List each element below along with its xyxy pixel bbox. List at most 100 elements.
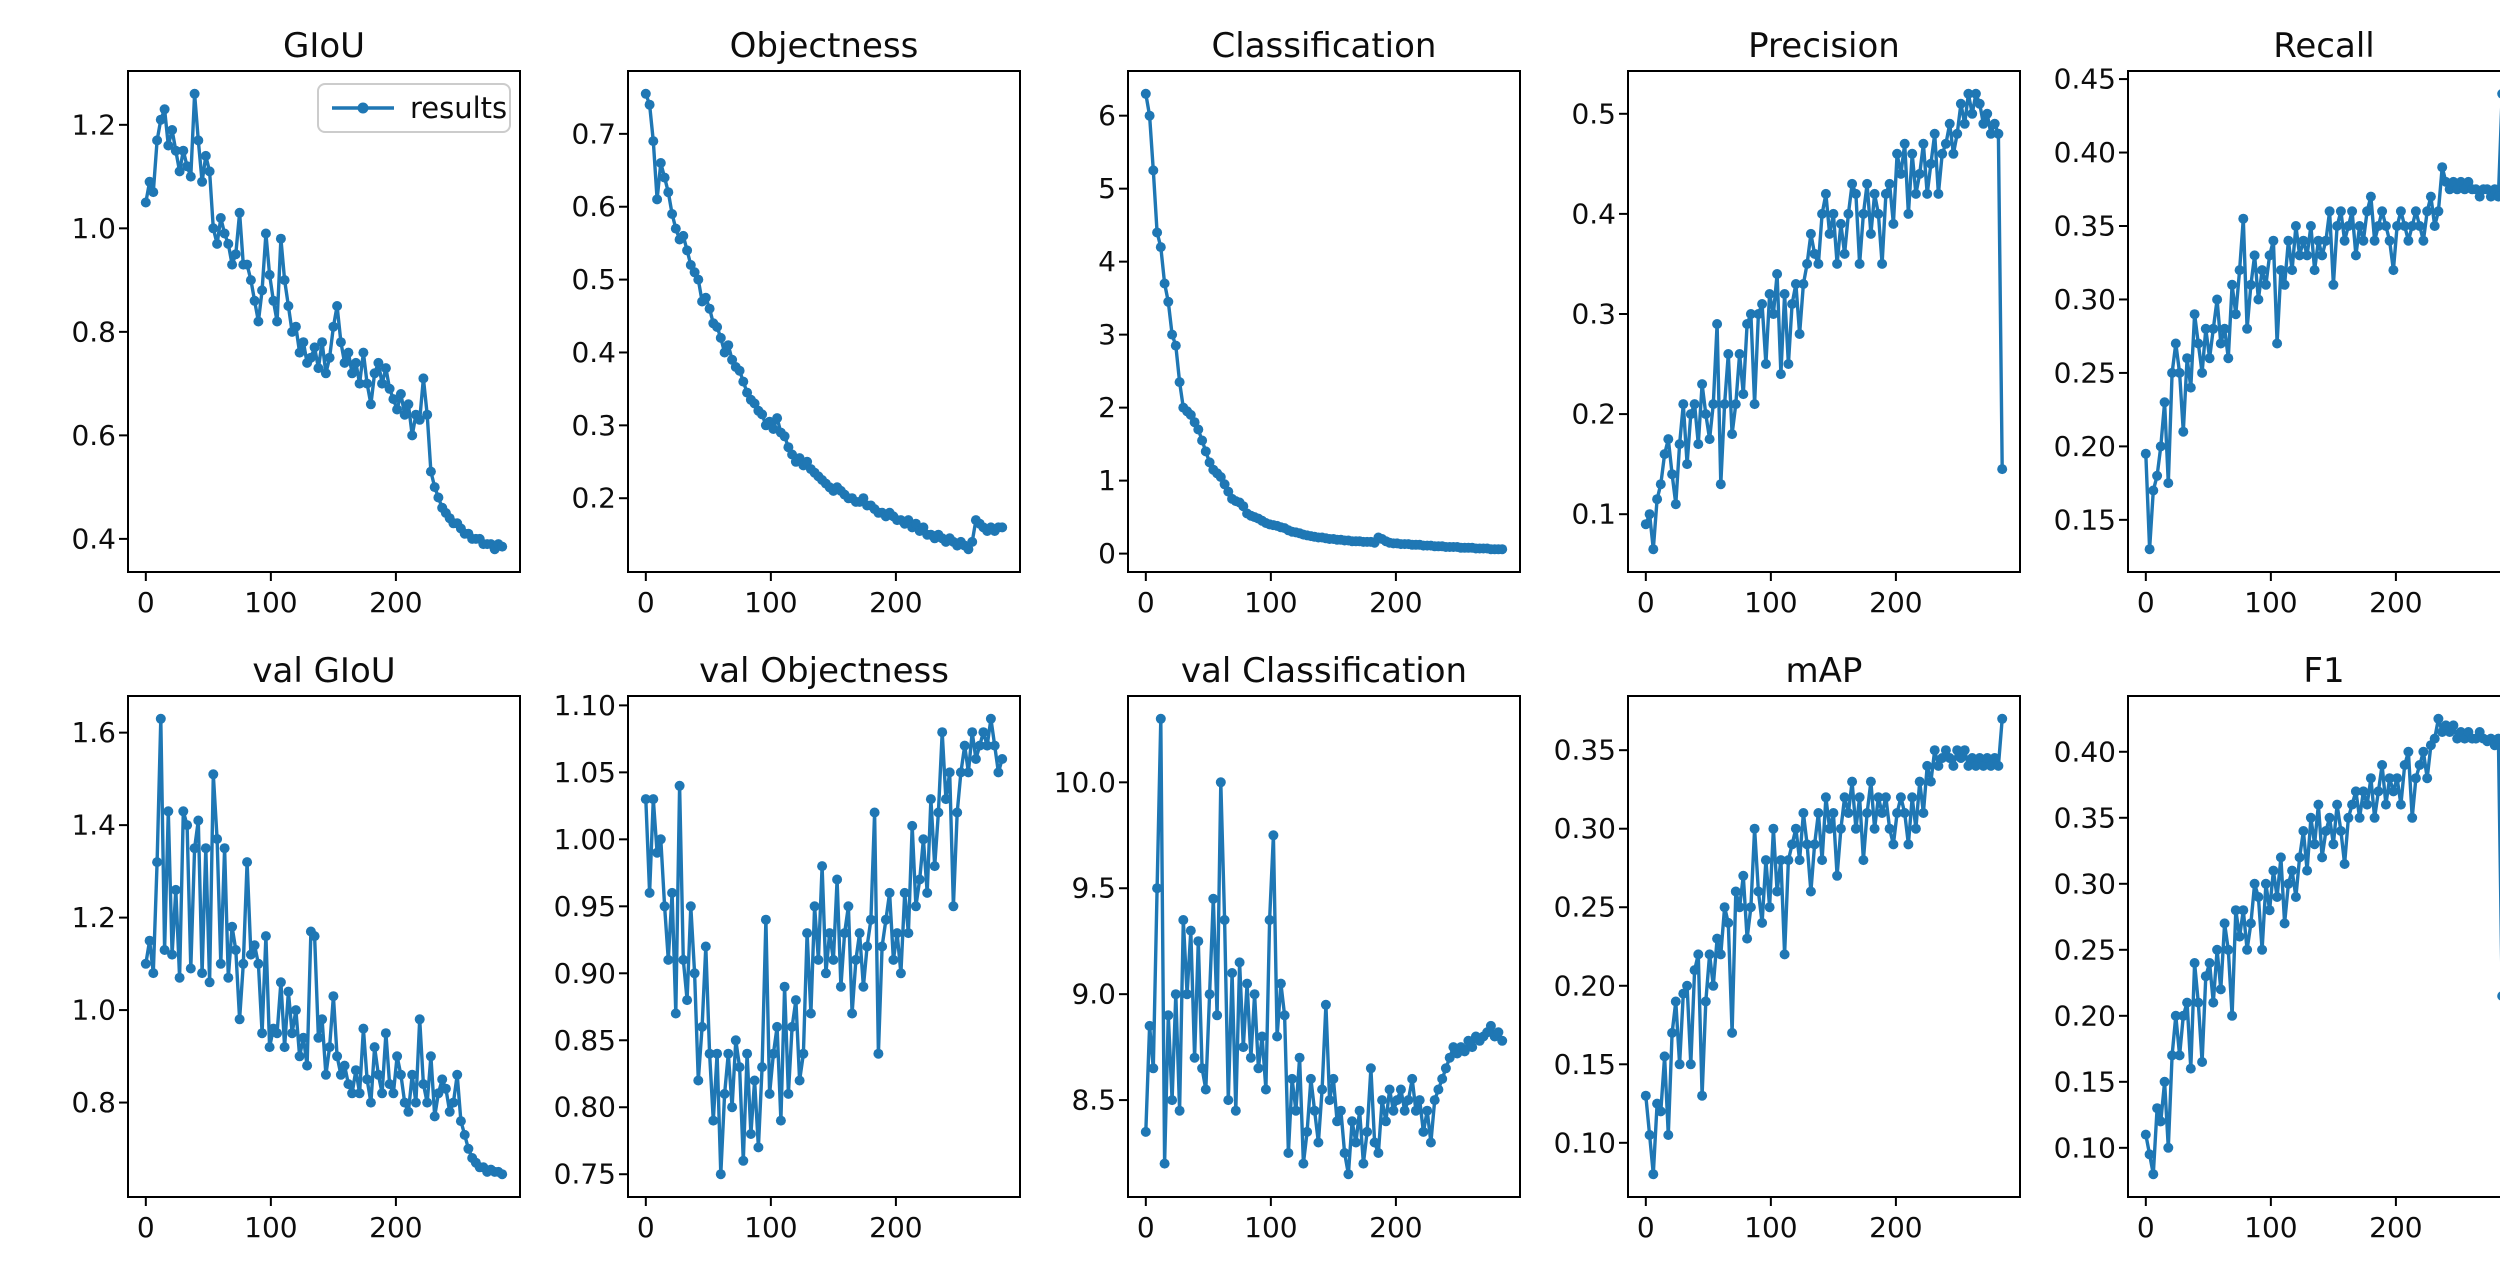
svg-text:200: 200 <box>1869 1211 1922 1244</box>
val-giou-line-chart: 0.8 1.0 1.2 1.4 1.6 0 100 200 <box>71 695 521 1244</box>
svg-text:0: 0 <box>1637 1211 1655 1244</box>
classification-line-chart: 0 1 2 3 4 5 6 0 100 200 <box>1098 70 1521 619</box>
svg-text:100: 100 <box>2244 1211 2297 1244</box>
subplot-classification: Classification 0 1 2 3 4 5 6 0 100 200 <box>1040 16 1540 641</box>
svg-text:0.1: 0.1 <box>1571 498 1616 531</box>
svg-text:100: 100 <box>244 1211 297 1244</box>
f1-line-chart: 0.10 0.15 0.20 0.25 0.30 0.35 0.40 0 100 200 <box>2054 695 2500 1244</box>
giou-line-chart: 0.4 0.6 0.8 1.0 1.2 0 100 200 results <box>71 70 521 619</box>
svg-text:2: 2 <box>1098 391 1116 424</box>
svg-text:0.8: 0.8 <box>71 315 116 348</box>
svg-text:0.5: 0.5 <box>571 263 616 296</box>
svg-text:200: 200 <box>1369 1211 1422 1244</box>
plot-title-giou: GIoU <box>282 26 366 66</box>
legend-marker-icon <box>357 102 369 114</box>
svg-text:0.30: 0.30 <box>1554 812 1616 845</box>
svg-text:0.30: 0.30 <box>2054 867 2116 900</box>
subplot-map: mAP 0.10 0.15 0.20 0.25 0.30 0.35 0 100 200 <box>1540 641 2040 1266</box>
legend-box <box>317 83 511 133</box>
val-classification-line-chart: 8.5 9.0 9.5 10.0 0 100 200 <box>1054 695 1521 1244</box>
svg-text:1.4: 1.4 <box>71 809 116 842</box>
svg-text:0.35: 0.35 <box>1554 734 1616 767</box>
legend-label: results <box>410 91 507 125</box>
svg-text:0.6: 0.6 <box>571 190 616 223</box>
svg-text:200: 200 <box>1869 586 1922 619</box>
svg-text:100: 100 <box>1744 586 1797 619</box>
plot-title-map: mAP <box>1785 651 1863 691</box>
svg-text:0.80: 0.80 <box>554 1091 616 1124</box>
svg-text:1.2: 1.2 <box>71 108 116 141</box>
plot-title-f1: F1 <box>2303 651 2345 691</box>
svg-text:0: 0 <box>137 1211 155 1244</box>
svg-text:0: 0 <box>1137 1211 1155 1244</box>
subplot-val-classification: val Classification 8.5 9.0 9.5 10.0 0 100 200 <box>1040 641 1540 1266</box>
svg-text:0.15: 0.15 <box>1554 1048 1616 1081</box>
svg-text:0.5: 0.5 <box>1571 97 1616 130</box>
svg-text:100: 100 <box>2244 586 2297 619</box>
svg-text:0.10: 0.10 <box>2054 1131 2116 1164</box>
plot-title-val-objectness: val Objectness <box>699 651 949 691</box>
svg-text:0.15: 0.15 <box>2054 1065 2116 1098</box>
objectness-line-chart: 0.2 0.3 0.4 0.5 0.6 0.7 0 100 200 <box>571 70 1021 619</box>
svg-text:0.6: 0.6 <box>71 419 116 452</box>
svg-text:0.20: 0.20 <box>1554 969 1616 1002</box>
plot-title-classification: Classification <box>1211 26 1437 66</box>
svg-text:0: 0 <box>1098 537 1116 570</box>
svg-text:0.85: 0.85 <box>554 1024 616 1057</box>
svg-text:3: 3 <box>1098 318 1116 351</box>
svg-text:0.8: 0.8 <box>71 1086 116 1119</box>
svg-text:200: 200 <box>869 1211 922 1244</box>
subplot-precision: Precision 0.1 0.2 0.3 0.4 0.5 0 100 200 <box>1540 16 2040 641</box>
svg-text:0.10: 0.10 <box>1554 1126 1616 1159</box>
map-line-chart: 0.10 0.15 0.20 0.25 0.30 0.35 0 100 200 <box>1554 695 2021 1244</box>
svg-text:200: 200 <box>369 586 422 619</box>
subplot-val-giou: val GIoU 0.8 1.0 1.2 1.4 1.6 0 100 200 <box>40 641 540 1266</box>
svg-text:200: 200 <box>2369 586 2422 619</box>
plot-title-objectness: Objectness <box>729 26 919 66</box>
plot-title-val-classification: val Classification <box>1180 651 1468 691</box>
svg-text:4: 4 <box>1098 245 1116 278</box>
svg-text:0.40: 0.40 <box>2054 136 2116 169</box>
svg-text:0.2: 0.2 <box>571 482 616 515</box>
svg-text:10.0: 10.0 <box>1054 766 1116 799</box>
svg-text:0.4: 0.4 <box>71 522 116 555</box>
svg-text:1.0: 1.0 <box>71 212 116 245</box>
subplot-objectness: Objectness 0.2 0.3 0.4 0.5 0.6 0.7 0 100 200 <box>540 16 1040 641</box>
svg-text:100: 100 <box>1744 1211 1797 1244</box>
svg-text:0: 0 <box>2137 1211 2155 1244</box>
svg-text:1.00: 1.00 <box>554 823 616 856</box>
svg-text:1: 1 <box>1098 464 1116 497</box>
svg-text:1.2: 1.2 <box>71 901 116 934</box>
svg-text:0.4: 0.4 <box>1571 197 1616 230</box>
svg-text:0.3: 0.3 <box>1571 297 1616 330</box>
svg-text:5: 5 <box>1098 172 1116 205</box>
svg-text:0: 0 <box>1637 586 1655 619</box>
svg-text:200: 200 <box>1369 586 1422 619</box>
subplot-giou: GIoU 0.4 0.6 0.8 1.0 1.2 0 100 200 results <box>40 16 540 641</box>
plot-title-recall: Recall <box>2273 26 2375 66</box>
svg-text:1.10: 1.10 <box>554 689 616 722</box>
subplot-recall: Recall 0.15 0.20 0.25 0.30 0.35 0.40 0.45 0 100 2… <box>2040 16 2500 641</box>
svg-text:100: 100 <box>744 1211 797 1244</box>
svg-text:0.45: 0.45 <box>2054 63 2116 96</box>
svg-text:0.75: 0.75 <box>554 1158 616 1191</box>
svg-text:0.40: 0.40 <box>2054 735 2116 768</box>
svg-text:1.05: 1.05 <box>554 756 616 789</box>
svg-text:0: 0 <box>637 1211 655 1244</box>
plot-title-val-giou: val GIoU <box>252 651 396 691</box>
svg-text:0: 0 <box>637 586 655 619</box>
svg-text:0.3: 0.3 <box>571 409 616 442</box>
svg-text:0.4: 0.4 <box>571 336 616 369</box>
svg-text:100: 100 <box>1244 1211 1297 1244</box>
svg-text:0.35: 0.35 <box>2054 210 2116 243</box>
svg-text:0: 0 <box>137 586 155 619</box>
svg-text:0.20: 0.20 <box>2054 430 2116 463</box>
svg-text:0: 0 <box>2137 586 2155 619</box>
svg-text:0.25: 0.25 <box>2054 356 2116 389</box>
svg-text:0.2: 0.2 <box>1571 398 1616 431</box>
svg-text:200: 200 <box>869 586 922 619</box>
svg-text:0.25: 0.25 <box>1554 891 1616 924</box>
svg-text:0: 0 <box>1137 586 1155 619</box>
svg-text:0.7: 0.7 <box>571 117 616 150</box>
